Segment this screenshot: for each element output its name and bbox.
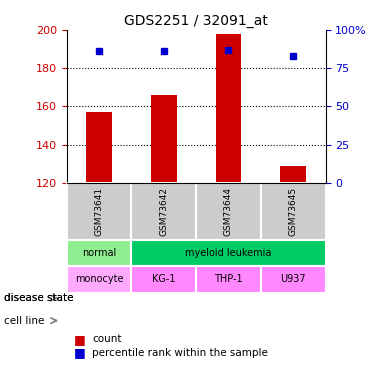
Text: THP-1: THP-1 <box>214 274 243 284</box>
FancyBboxPatch shape <box>261 183 326 240</box>
Text: disease state: disease state <box>4 293 73 303</box>
Text: ■: ■ <box>74 346 86 359</box>
FancyBboxPatch shape <box>67 266 131 292</box>
Text: count: count <box>92 334 122 344</box>
Text: normal: normal <box>82 248 116 258</box>
Text: U937: U937 <box>280 274 306 284</box>
Text: GSM73644: GSM73644 <box>224 187 233 236</box>
Bar <box>86 112 112 183</box>
Text: disease state: disease state <box>4 293 73 303</box>
Title: GDS2251 / 32091_at: GDS2251 / 32091_at <box>124 13 268 28</box>
Bar <box>280 165 306 183</box>
Text: cell line: cell line <box>4 316 44 326</box>
FancyBboxPatch shape <box>131 183 196 240</box>
FancyBboxPatch shape <box>196 183 261 240</box>
FancyBboxPatch shape <box>131 240 326 266</box>
Text: KG-1: KG-1 <box>152 274 175 284</box>
FancyBboxPatch shape <box>131 266 196 292</box>
Text: GSM73641: GSM73641 <box>94 187 104 236</box>
Text: GSM73642: GSM73642 <box>159 187 168 236</box>
Text: percentile rank within the sample: percentile rank within the sample <box>92 348 268 357</box>
Text: myeloid leukemia: myeloid leukemia <box>185 248 272 258</box>
Bar <box>215 34 241 183</box>
Text: ■: ■ <box>74 333 86 346</box>
Bar <box>151 95 177 183</box>
FancyBboxPatch shape <box>261 266 326 292</box>
Text: monocyte: monocyte <box>75 274 123 284</box>
FancyBboxPatch shape <box>67 240 131 266</box>
FancyBboxPatch shape <box>67 183 131 240</box>
FancyBboxPatch shape <box>196 266 261 292</box>
Text: GSM73645: GSM73645 <box>289 187 298 236</box>
